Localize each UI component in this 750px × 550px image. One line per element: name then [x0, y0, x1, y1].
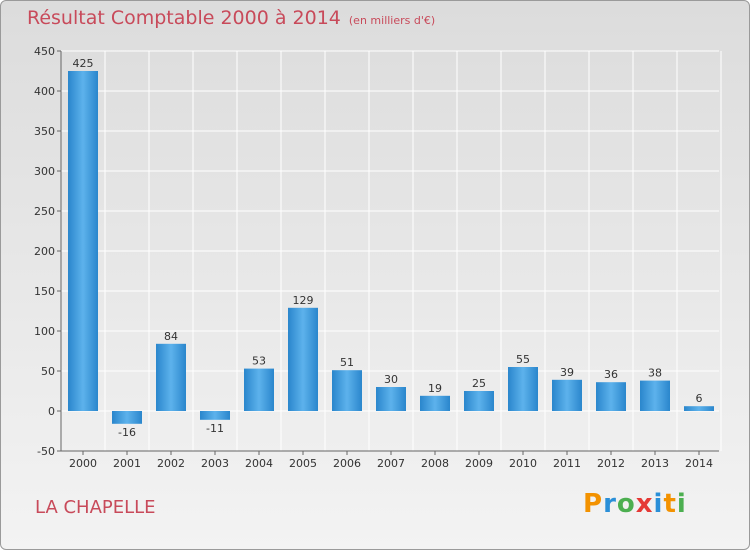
logo-letter: i — [676, 489, 687, 519]
bar-2006 — [332, 370, 362, 411]
bar-2000 — [68, 71, 98, 411]
y-tick-label: 0 — [48, 405, 55, 418]
logo-letter: o — [616, 489, 636, 519]
data-label: 30 — [384, 373, 398, 386]
x-tick-label: 2010 — [509, 457, 537, 470]
logo-letter: r — [603, 489, 617, 519]
data-label: 6 — [696, 392, 703, 405]
bar-2013 — [640, 380, 670, 411]
x-tick-label: 2013 — [641, 457, 669, 470]
commune-name: LA CHAPELLE — [35, 497, 156, 518]
data-label: -11 — [206, 422, 224, 435]
bar-2009 — [464, 391, 494, 411]
bar-2003 — [200, 411, 230, 420]
bar-2010 — [508, 367, 538, 411]
data-label: 55 — [516, 353, 530, 366]
logo-letter: P — [583, 489, 604, 519]
bar-2008 — [420, 395, 450, 411]
bar-2004 — [244, 368, 274, 411]
x-tick-label: 2004 — [245, 457, 273, 470]
y-tick-label: 250 — [34, 205, 55, 218]
bar-2011 — [552, 379, 582, 411]
logo-letter: x — [635, 489, 654, 519]
y-tick-label: -50 — [37, 445, 55, 458]
x-tick-label: 2009 — [465, 457, 493, 470]
chart-title: Résultat Comptable 2000 à 2014 (en millie… — [27, 7, 435, 29]
chart-unit: (en milliers d'€) — [348, 14, 436, 27]
data-label: 425 — [73, 57, 94, 70]
bar-2012 — [596, 382, 626, 411]
x-tick-label: 2012 — [597, 457, 625, 470]
bar-2007 — [376, 387, 406, 411]
data-label: 38 — [648, 367, 662, 380]
x-tick-label: 2014 — [685, 457, 713, 470]
data-label: 51 — [340, 356, 354, 369]
x-tick-label: 2006 — [333, 457, 361, 470]
x-tick-label: 2001 — [113, 457, 141, 470]
data-label: 36 — [604, 368, 618, 381]
chart-title-text: Résultat Comptable 2000 à 2014 — [27, 7, 341, 29]
x-tick-label: 2011 — [553, 457, 581, 470]
data-label: 25 — [472, 377, 486, 390]
y-tick-label: 150 — [34, 285, 55, 298]
data-label: 129 — [293, 294, 314, 307]
data-label: -16 — [118, 426, 136, 439]
x-tick-label: 2003 — [201, 457, 229, 470]
bar-2014 — [684, 406, 714, 411]
y-tick-label: 450 — [34, 45, 55, 58]
y-tick-label: 300 — [34, 165, 55, 178]
data-label: 19 — [428, 382, 442, 395]
x-tick-label: 2005 — [289, 457, 317, 470]
logo-letter: t — [663, 489, 677, 519]
y-tick-label: 400 — [34, 85, 55, 98]
y-tick-label: 100 — [34, 325, 55, 338]
logo-letter: i — [653, 489, 664, 519]
y-tick-label: 50 — [41, 365, 55, 378]
x-tick-label: 2008 — [421, 457, 449, 470]
data-label: 39 — [560, 366, 574, 379]
proxiti-logo: Proxiti — [583, 489, 687, 519]
data-label: 84 — [164, 330, 178, 343]
x-tick-label: 2002 — [157, 457, 185, 470]
x-tick-label: 2007 — [377, 457, 405, 470]
bar-2001 — [112, 411, 142, 424]
x-tick-label: 2000 — [69, 457, 97, 470]
y-tick-label: 350 — [34, 125, 55, 138]
y-tick-label: 200 — [34, 245, 55, 258]
bar-2005 — [288, 307, 318, 411]
data-label: 53 — [252, 355, 266, 368]
bar-2002 — [156, 343, 186, 411]
